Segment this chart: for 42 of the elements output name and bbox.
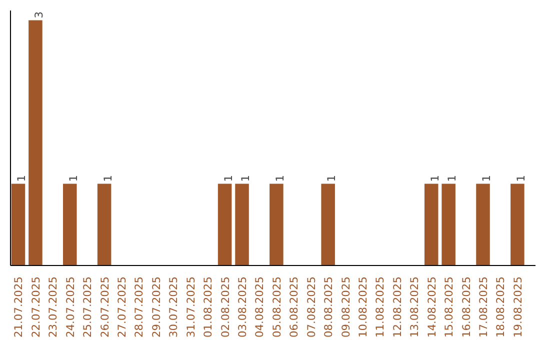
x-tick-label: 10.08.2025 <box>356 276 370 338</box>
x-tick-label: 22.07.2025 <box>29 276 42 338</box>
data-label: 1 <box>15 174 28 182</box>
x-tick-label: 23.07.2025 <box>46 276 60 338</box>
x-tick-label: 21.07.2025 <box>12 276 26 338</box>
x-tick-label: 14.08.2025 <box>425 276 438 338</box>
data-label: 1 <box>514 174 528 182</box>
x-tick-label: 31.07.2025 <box>184 276 198 338</box>
x-tick-label: 08.08.2025 <box>322 276 336 338</box>
x-tick-label: 07.08.2025 <box>304 276 318 338</box>
x-tick-label: 12.08.2025 <box>390 276 404 338</box>
data-label: 1 <box>222 174 235 182</box>
data-label: 1 <box>101 174 114 182</box>
x-tick-label: 13.08.2025 <box>408 276 422 338</box>
x-tick-label: 28.07.2025 <box>132 276 146 338</box>
x-tick-label: 30.07.2025 <box>167 276 180 338</box>
x-tick-label: 24.07.2025 <box>64 276 77 338</box>
data-label: 1 <box>428 174 442 182</box>
x-tick-label: 18.08.2025 <box>494 276 508 338</box>
x-tick-label: 29.07.2025 <box>150 276 163 338</box>
data-label: 1 <box>325 174 338 182</box>
x-tick-label: 19.08.2025 <box>511 276 524 338</box>
x-tick-label: 17.08.2025 <box>477 276 490 338</box>
x-tick-label: 06.08.2025 <box>288 276 301 338</box>
x-tick-label: 04.08.2025 <box>253 276 266 338</box>
x-tick-label: 27.07.2025 <box>116 276 129 338</box>
x-tick-label: 03.08.2025 <box>236 276 250 338</box>
x-tick-label: 11.08.2025 <box>374 276 387 338</box>
data-label: 1 <box>446 174 459 182</box>
x-tick-label: 01.08.2025 <box>202 276 215 338</box>
data-label: 1 <box>480 174 493 182</box>
x-tick-label: 26.07.2025 <box>98 276 112 338</box>
x-tick-label: 15.08.2025 <box>442 276 456 338</box>
x-tick-label: 05.08.2025 <box>270 276 284 338</box>
data-label: 1 <box>239 174 252 182</box>
x-tick-label: 02.08.2025 <box>218 276 232 338</box>
x-tick-label: 09.08.2025 <box>339 276 352 338</box>
x-tick-label: 25.07.2025 <box>81 276 94 338</box>
data-label: 3 <box>32 12 46 18</box>
data-label: 1 <box>273 174 286 182</box>
data-label: 1 <box>66 174 80 182</box>
x-tick-label: 16.08.2025 <box>460 276 473 338</box>
